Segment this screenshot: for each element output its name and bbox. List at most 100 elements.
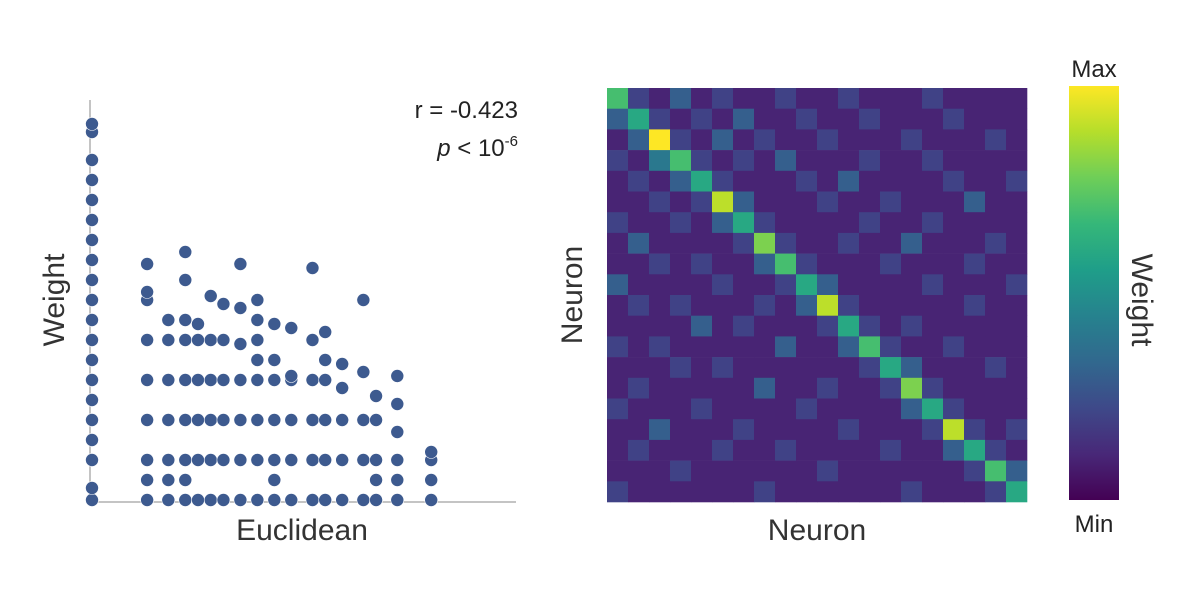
heatmap-cell: [859, 232, 881, 254]
heatmap-cell: [628, 274, 650, 296]
heatmap-cell: [964, 295, 986, 316]
heatmap-cell: [607, 232, 629, 254]
heatmap-cell: [1006, 315, 1028, 337]
point: [318, 413, 333, 427]
heatmap-cell: [964, 232, 986, 254]
point: [305, 413, 320, 427]
heatmap-cell: [733, 170, 755, 192]
heatmap-cell: [901, 253, 923, 275]
point: [390, 397, 405, 411]
heatmap-cell: [607, 460, 629, 482]
heatmap-cell: [607, 398, 629, 420]
heatmap-cell: [964, 253, 986, 275]
heatmap-cell: [838, 481, 860, 503]
heatmap-cell: [985, 129, 1007, 151]
heatmap-cell: [817, 315, 839, 337]
heatmap-cell: [670, 108, 692, 130]
heatmap-cell: [691, 336, 713, 358]
heatmap-cell: [880, 129, 902, 151]
heatmap-cell: [1006, 108, 1028, 130]
heatmap-cell: [796, 253, 818, 275]
heatmap-cell: [712, 191, 734, 213]
point: [318, 493, 333, 507]
heatmap-cell: [670, 419, 692, 441]
heatmap-cell: [1006, 170, 1028, 192]
heatmap-cell: [670, 357, 692, 379]
heatmap-cell: [754, 336, 776, 358]
heatmap-cell: [964, 439, 986, 461]
heatmap-cell: [1006, 336, 1028, 358]
heatmap-cell: [817, 357, 839, 379]
point: [85, 481, 99, 495]
heatmap-cell: [817, 377, 839, 399]
heatmap-cell: [1006, 191, 1028, 213]
heatmap-cell: [712, 336, 734, 358]
heatmap-cell: [859, 460, 881, 482]
heatmap-cell: [1006, 398, 1028, 420]
heatmap-cell: [670, 295, 692, 316]
heatmap-cell: [649, 460, 671, 482]
point: [140, 453, 154, 467]
heatmap-cell: [607, 88, 629, 109]
heatmap-cell: [1006, 460, 1028, 482]
heatmap-cell: [880, 232, 902, 254]
point: [233, 453, 248, 467]
heatmap-cell: [964, 150, 986, 172]
point: [390, 453, 405, 467]
heatmap-cell: [901, 481, 923, 503]
heatmap-cell: [628, 191, 650, 213]
heatmap-cell: [649, 419, 671, 441]
heatmap-cell: [922, 357, 944, 379]
heatmap-cell: [1006, 295, 1028, 316]
heatmap-cell: [1006, 253, 1028, 275]
point: [161, 493, 176, 507]
heatmap-cell: [607, 336, 629, 358]
heatmap-cell: [733, 150, 755, 172]
heatmap-cell: [922, 274, 944, 296]
point: [178, 453, 193, 467]
heatmap-cell: [859, 419, 881, 441]
heatmap-cell: [649, 129, 671, 151]
heatmap-cell: [964, 315, 986, 337]
heatmap-cell: [712, 377, 734, 399]
heatmap-cell: [649, 150, 671, 172]
heatmap-cell: [985, 150, 1007, 172]
point: [335, 493, 349, 507]
heatmap-cell: [943, 129, 965, 151]
point: [233, 493, 248, 507]
heatmap-cell: [796, 377, 818, 399]
heatmap-cell: [838, 315, 860, 337]
point: [305, 261, 320, 275]
heatmap-cell: [922, 253, 944, 275]
point: [390, 369, 405, 383]
point: [335, 453, 349, 467]
heatmap-cell: [691, 253, 713, 275]
heatmap-cell: [1006, 439, 1028, 461]
heatmap-cell: [607, 481, 629, 503]
point: [203, 289, 218, 303]
point: [85, 153, 99, 167]
heatmap-cell: [943, 232, 965, 254]
heatmap-cell: [943, 398, 965, 420]
heatmap-cell: [712, 398, 734, 420]
colorbar-max: Max: [1071, 56, 1116, 83]
point: [424, 473, 439, 487]
heatmap-cell: [859, 274, 881, 296]
heatmap-cell: [1006, 377, 1028, 399]
heatmap-cell: [691, 377, 713, 399]
heatmap-cell: [985, 88, 1007, 109]
point: [250, 453, 265, 467]
heatmap-cell: [670, 377, 692, 399]
heatmap-cell: [649, 232, 671, 254]
heatmap-cell: [712, 108, 734, 130]
point: [216, 373, 231, 387]
heatmap-cell: [691, 88, 713, 109]
heatmap-cell: [985, 460, 1007, 482]
point: [191, 373, 205, 387]
heatmap-cell: [670, 212, 692, 234]
point: [178, 333, 193, 347]
heatmap-cell: [775, 295, 797, 316]
heatmap-cell: [649, 191, 671, 213]
heatmap-cell: [691, 232, 713, 254]
